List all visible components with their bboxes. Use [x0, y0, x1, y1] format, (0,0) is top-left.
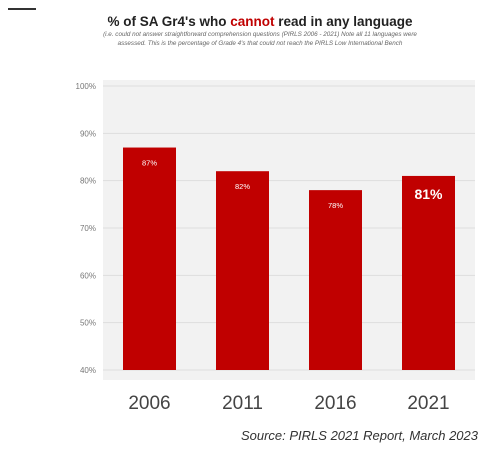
source-note: Source: PIRLS 2021 Report, March 2023	[240, 428, 478, 443]
data-label: 87%	[142, 159, 157, 168]
data-labels: 87% 82% 78% 81%	[142, 159, 443, 211]
y-tick-label: 40%	[80, 366, 96, 375]
chart-subtitle: (i.e. could not answer straightforward c…	[103, 31, 417, 47]
x-tick-label: 2021	[407, 393, 449, 414]
title-part-1: % of SA Gr4's who	[107, 14, 231, 29]
bar	[402, 175, 455, 370]
x-tick-label: 2006	[128, 393, 170, 414]
y-tick-label: 70%	[80, 224, 96, 233]
title-part-2: read in any language	[274, 14, 413, 29]
title-highlight: cannot	[230, 14, 275, 29]
y-tick-label: 60%	[80, 271, 96, 280]
y-tick-label: 100%	[76, 82, 96, 91]
data-label: 82%	[235, 182, 250, 191]
x-tick-label: 2016	[314, 393, 356, 414]
data-label: 78%	[328, 201, 343, 210]
top-left-rule	[8, 8, 36, 10]
bar	[309, 190, 362, 370]
bar	[123, 147, 176, 370]
data-label: 81%	[414, 186, 443, 202]
y-tick-label: 90%	[80, 129, 96, 138]
x-tick-label: 2011	[222, 393, 263, 414]
y-axis-ticks: 40% 50% 60% 70% 80% 90% 100%	[76, 82, 96, 375]
y-tick-label: 80%	[80, 177, 96, 186]
x-axis-ticks: 2006 2011 2016 2021	[128, 393, 449, 414]
y-tick-label: 50%	[80, 319, 96, 328]
bars	[123, 147, 455, 370]
bar	[216, 171, 269, 370]
chart-title: % of SA Gr4's who cannot read in any lan…	[60, 14, 460, 29]
